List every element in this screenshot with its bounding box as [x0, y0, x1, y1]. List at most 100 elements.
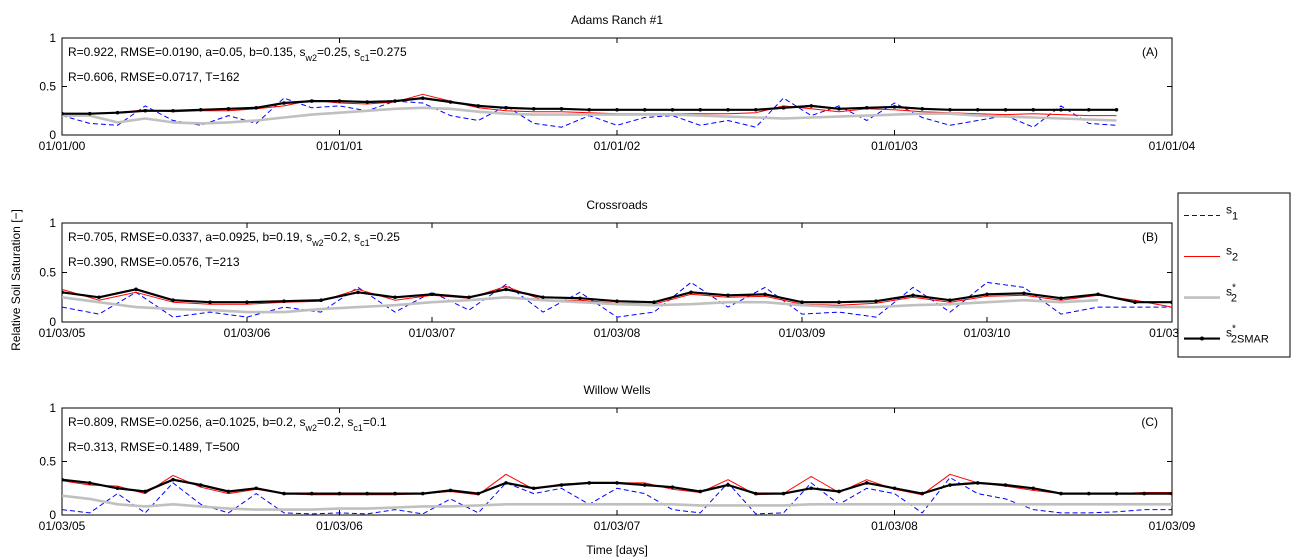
stats-part: w2	[305, 423, 318, 433]
stats-part: R=0.390, RMSE=0.0576, T=213	[68, 255, 240, 269]
series-marker	[911, 293, 915, 298]
series-marker	[198, 107, 203, 112]
stats-part: c1	[353, 423, 363, 433]
series-marker	[1022, 291, 1026, 296]
stats-part: R=0.313, RMSE=0.1489, T=500	[68, 440, 240, 454]
series-marker	[430, 292, 434, 297]
series-marker	[652, 300, 656, 305]
series-marker	[689, 290, 693, 295]
series-line	[62, 281, 1172, 318]
series-group	[62, 281, 1172, 318]
series-marker	[143, 489, 148, 494]
x-tick-label: 01/03/07	[594, 519, 641, 533]
series-marker	[892, 105, 897, 109]
series-marker	[559, 483, 564, 487]
x-tick-label: 01/03/09	[1149, 519, 1196, 533]
series-marker	[171, 108, 175, 113]
y-tick-label: 0	[49, 128, 56, 142]
y-axis-label: Relative Soil Saturation [−]	[9, 209, 23, 351]
legend-sub: 2	[1231, 293, 1237, 305]
series-marker	[1003, 483, 1008, 487]
series-marker	[1031, 486, 1036, 491]
series-marker	[920, 491, 925, 496]
series-marker	[837, 489, 841, 494]
x-axis-label: Time [days]	[586, 543, 648, 557]
x-tick-label: 01/01/00	[39, 139, 86, 153]
series-marker	[448, 100, 453, 104]
stats-part: R=0.606, RMSE=0.0717, T=162	[68, 70, 240, 84]
series-marker	[698, 107, 703, 112]
series-marker	[726, 293, 730, 298]
y-tick-label: 0	[49, 508, 56, 522]
series-marker	[800, 300, 804, 305]
series-marker	[309, 491, 314, 496]
series-marker	[97, 295, 101, 300]
series-marker	[753, 107, 758, 112]
series-group	[62, 473, 1172, 515]
series-marker	[245, 300, 249, 305]
series-marker	[448, 488, 453, 493]
y-tick-label: 1	[49, 401, 56, 415]
legend-sub: 1	[1232, 211, 1238, 223]
legend-name: s	[1226, 326, 1232, 340]
series-marker	[504, 287, 508, 292]
panel-label: (B)	[1142, 230, 1158, 244]
stats-annotation: R=0.809, RMSE=0.0256, a=0.1025, b=0.2, s…	[68, 415, 387, 433]
panel-label: (A)	[1142, 45, 1158, 59]
series-marker	[642, 483, 647, 487]
series-marker	[356, 290, 360, 295]
stats-part: c1	[360, 53, 370, 63]
series-marker	[837, 107, 841, 111]
series-marker	[615, 299, 619, 304]
series-marker	[781, 106, 786, 110]
y-tick-label: 1	[49, 31, 56, 45]
series-marker	[87, 481, 92, 485]
series-marker	[208, 300, 212, 305]
legend-label: s* 2SMAR	[1226, 323, 1269, 346]
series-marker	[420, 96, 425, 100]
series-marker	[864, 106, 869, 110]
series-marker	[670, 107, 675, 112]
series-marker	[1114, 491, 1119, 496]
series-marker	[578, 296, 582, 301]
series-marker	[531, 107, 536, 111]
x-tick-label: 01/03/09	[779, 326, 826, 340]
x-tick-label: 01/01/02	[594, 139, 641, 153]
series-marker	[254, 486, 259, 491]
x-tick-label: 01/01/01	[316, 139, 363, 153]
stats-annotation: R=0.705, RMSE=0.0337, a=0.0925, b=0.19, …	[68, 230, 400, 248]
series-marker	[1059, 107, 1063, 112]
series-marker	[985, 292, 989, 297]
series-marker	[698, 489, 703, 494]
legend-label: s* 2	[1226, 282, 1237, 305]
series-marker	[1142, 491, 1147, 496]
series-marker	[504, 481, 508, 485]
stats-part: c1	[360, 238, 370, 248]
series-marker	[115, 486, 120, 491]
series-marker	[615, 107, 619, 112]
legend-sup: *	[1232, 323, 1236, 334]
y-tick-label: 0.5	[39, 80, 56, 94]
series-marker	[587, 481, 592, 485]
series-marker	[282, 101, 286, 105]
legend-sub: 2	[1232, 252, 1238, 264]
series-marker	[670, 485, 675, 489]
stats-part: R=0.809, RMSE=0.0256, a=0.1025, b=0.2, s	[68, 415, 306, 429]
series-group	[62, 93, 1119, 128]
series-marker	[1059, 296, 1063, 301]
legend-sup: *	[1232, 282, 1236, 293]
stats-part: R=0.705, RMSE=0.0337, a=0.0925, b=0.19, …	[68, 230, 312, 244]
series-marker	[559, 107, 564, 111]
panel-label: (C)	[1141, 415, 1158, 429]
stats-part: w2	[305, 53, 318, 63]
series-marker	[134, 287, 138, 292]
series-marker	[62, 111, 64, 116]
series-marker	[87, 111, 92, 116]
stats-part: R=0.922, RMSE=0.0190, a=0.05, b=0.135, s	[68, 45, 306, 59]
series-marker	[1170, 491, 1172, 496]
series-marker	[1031, 107, 1036, 112]
plot-area	[61, 37, 1173, 136]
y-tick-label: 1	[49, 216, 56, 230]
series-marker	[726, 107, 730, 112]
series-marker	[1003, 107, 1008, 112]
